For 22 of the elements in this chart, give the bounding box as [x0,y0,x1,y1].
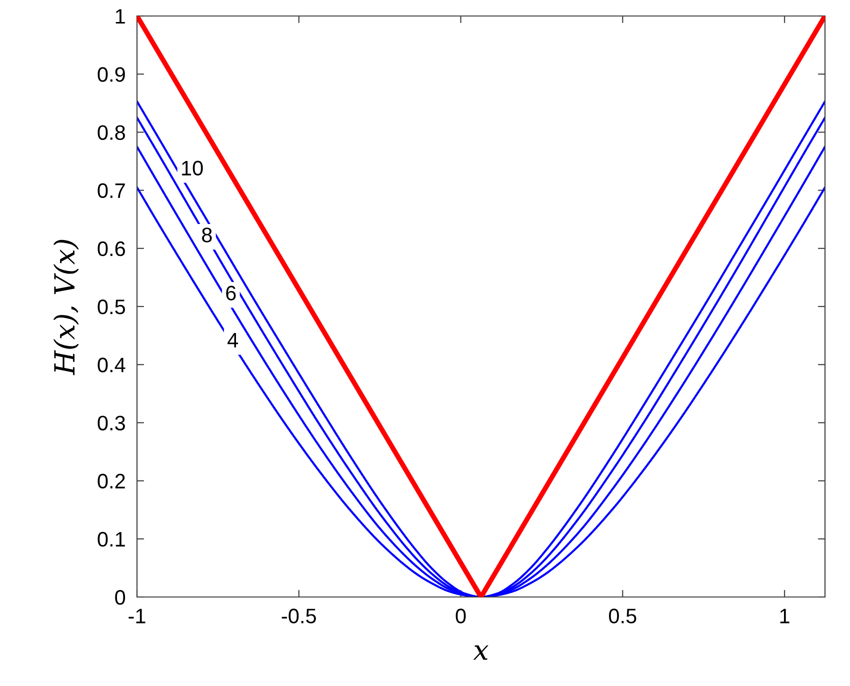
y-tick-label: 0.6 [98,241,125,256]
y-tick-label: 0.3 [98,416,125,430]
annotation: 8 [202,228,212,242]
y-tick-label: 0.7 [98,183,125,198]
y-tick-label: 0.2 [98,474,125,489]
annotation: 4 [228,332,238,348]
annotation: 6 [226,286,236,300]
x-tick-label: -1 [128,608,146,624]
x-tick-label: -0.5 [282,608,316,624]
y-tick-label: 0.1 [98,532,125,547]
annotation: 10 [182,160,203,176]
y-tick-label: 0.8 [98,125,125,140]
y-tick-label: 1 [116,9,125,24]
x-tick-label: 0 [456,608,466,624]
x-tick-label: 0.5 [608,608,636,624]
y-tick-label: 0 [115,590,126,605]
y-tick-label: 0.9 [98,67,125,82]
x-tick-label: 1 [780,608,790,624]
y-tick-label: 0.4 [98,358,126,372]
y-axis-title: H(x), V(x) [53,240,79,376]
x-axis-title: x [473,645,488,660]
y-tick-label: 0.5 [98,300,126,314]
